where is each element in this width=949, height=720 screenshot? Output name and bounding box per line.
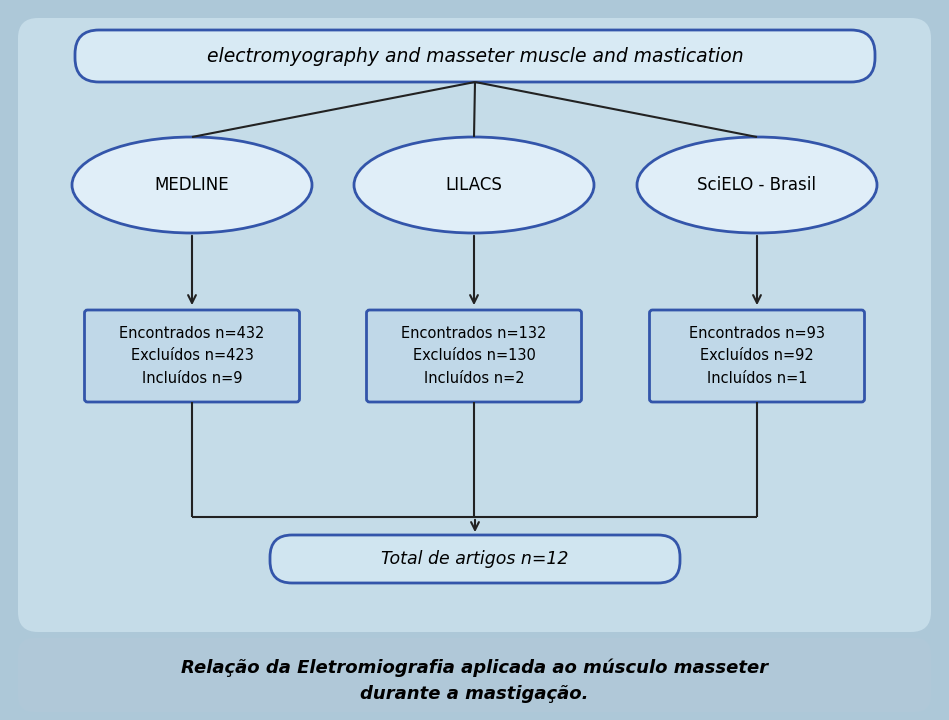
Text: electromyography and masseter muscle and mastication: electromyography and masseter muscle and…	[207, 47, 743, 66]
Text: Encontrados n=93
Excluídos n=92
Incluídos n=1: Encontrados n=93 Excluídos n=92 Incluído…	[689, 325, 825, 387]
Text: Total de artigos n=12: Total de artigos n=12	[381, 550, 568, 568]
FancyBboxPatch shape	[18, 18, 931, 632]
Ellipse shape	[72, 137, 312, 233]
FancyBboxPatch shape	[649, 310, 865, 402]
Text: SciELO - Brasil: SciELO - Brasil	[698, 176, 816, 194]
Text: MEDLINE: MEDLINE	[155, 176, 230, 194]
Ellipse shape	[354, 137, 594, 233]
FancyBboxPatch shape	[366, 310, 582, 402]
FancyBboxPatch shape	[270, 535, 680, 583]
FancyBboxPatch shape	[8, 8, 941, 712]
FancyBboxPatch shape	[84, 310, 300, 402]
FancyBboxPatch shape	[18, 638, 931, 712]
Text: Relação da Eletromiografia aplicada ao músculo masseter: Relação da Eletromiografia aplicada ao m…	[181, 659, 768, 678]
Text: durante a mastigação.: durante a mastigação.	[361, 685, 588, 703]
Ellipse shape	[637, 137, 877, 233]
Text: Encontrados n=132
Excluídos n=130
Incluídos n=2: Encontrados n=132 Excluídos n=130 Incluí…	[401, 325, 547, 387]
Text: LILACS: LILACS	[446, 176, 502, 194]
FancyBboxPatch shape	[75, 30, 875, 82]
Text: Encontrados n=432
Excluídos n=423
Incluídos n=9: Encontrados n=432 Excluídos n=423 Incluí…	[120, 325, 265, 387]
